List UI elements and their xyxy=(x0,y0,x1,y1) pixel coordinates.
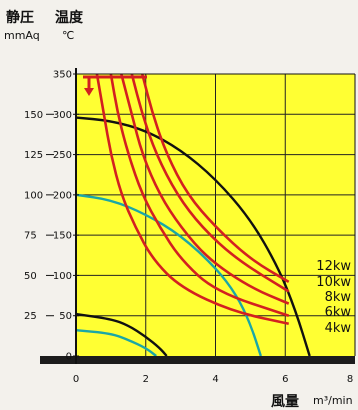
tick-temp-350: 350 xyxy=(53,70,72,81)
y-left-unit: mmAq xyxy=(4,29,40,42)
tick-pressure-50: 50 xyxy=(24,271,37,282)
kw-label-6kw: 6kw xyxy=(325,305,352,320)
tick-temp-100: 100 xyxy=(53,271,72,282)
axes xyxy=(75,68,356,364)
tick-temp-200: 200 xyxy=(53,190,72,201)
resistance-curve-3 xyxy=(75,329,157,357)
kw-label-4kw: 4kw xyxy=(325,321,352,336)
y-right-label: 温度 xyxy=(55,9,84,26)
temp-curve-10kw xyxy=(130,73,290,293)
tick-pressure-75: 75 xyxy=(24,231,37,242)
tick-x-6: 6 xyxy=(282,374,288,385)
temp-curve-4kw xyxy=(95,73,290,326)
x-label: 風量 xyxy=(271,394,299,410)
arrow-marker xyxy=(83,75,147,96)
tick-temp-0: 0 xyxy=(66,352,72,363)
resistance-curve-1 xyxy=(75,193,262,357)
temp-curve-8kw xyxy=(120,73,290,305)
tick-x-4: 4 xyxy=(212,374,218,385)
kw-label-12kw: 12kw xyxy=(316,259,351,274)
base-band xyxy=(40,356,355,364)
tick-pressure-150: 150 xyxy=(24,110,43,121)
tick-pressure-125: 125 xyxy=(24,150,43,161)
tick-x-8: 8 xyxy=(347,374,353,385)
fan-curve-2 xyxy=(75,312,168,357)
tick-x-2: 2 xyxy=(143,374,149,385)
tick-temp-150: 150 xyxy=(53,231,72,242)
tick-temp-300: 300 xyxy=(53,110,72,121)
y-left-label: 静圧 xyxy=(6,9,34,26)
tick-x-0: 0 xyxy=(73,374,79,385)
tick-pressure-25: 25 xyxy=(24,311,37,322)
temperature-curves xyxy=(95,73,290,326)
tick-temp-250: 250 xyxy=(53,150,72,161)
tick-pressure-100: 100 xyxy=(24,190,43,201)
kw-label-10kw: 10kw xyxy=(316,275,351,290)
temp-curve-6kw xyxy=(109,73,290,317)
resistance-curves xyxy=(75,193,262,357)
tick-temp-50: 50 xyxy=(59,311,72,322)
x-unit: m³/min xyxy=(313,394,353,407)
tick-labels: 0 50 100 150 200 250 300 350 25 50 75 100 125 150 0 2 4 6… xyxy=(24,70,353,386)
temp-curve-12kw xyxy=(141,73,290,283)
kw-label-8kw: 8kw xyxy=(325,290,352,305)
y-right-unit: ℃ xyxy=(62,29,74,42)
